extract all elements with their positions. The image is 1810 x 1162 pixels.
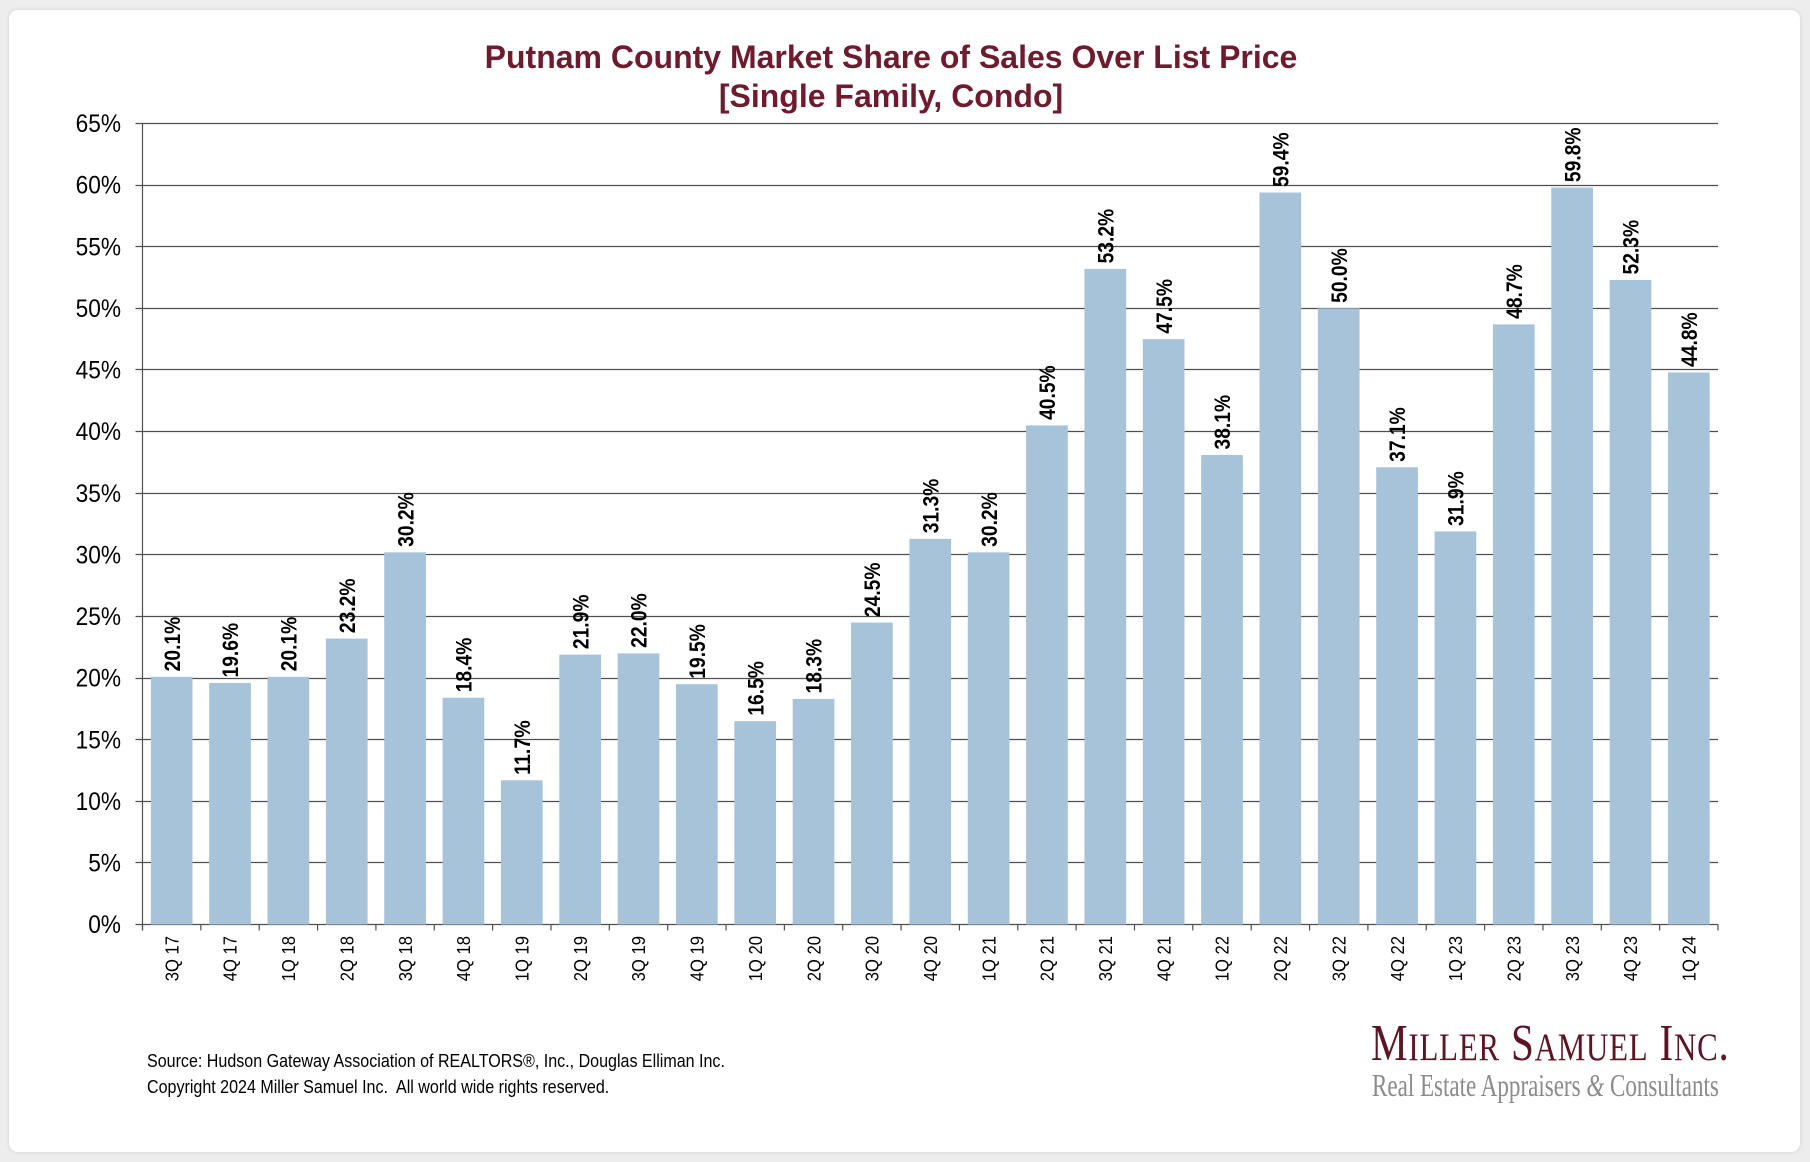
svg-text:10%: 10% bbox=[76, 788, 121, 816]
svg-text:35%: 35% bbox=[76, 480, 121, 508]
svg-text:1Q 22: 1Q 22 bbox=[1213, 936, 1233, 981]
svg-text:55%: 55% bbox=[76, 233, 121, 261]
svg-text:31.3%: 31.3% bbox=[918, 479, 943, 534]
svg-text:30.2%: 30.2% bbox=[977, 492, 1002, 547]
svg-text:1Q 24: 1Q 24 bbox=[1680, 936, 1700, 981]
svg-text:48.7%: 48.7% bbox=[1502, 264, 1527, 319]
svg-text:3Q 18: 3Q 18 bbox=[396, 936, 416, 981]
svg-text:18.3%: 18.3% bbox=[802, 639, 827, 694]
svg-text:22.0%: 22.0% bbox=[627, 593, 652, 648]
svg-text:2Q 20: 2Q 20 bbox=[804, 936, 824, 981]
svg-text:4Q 19: 4Q 19 bbox=[688, 936, 708, 981]
svg-text:21.9%: 21.9% bbox=[568, 595, 593, 650]
svg-text:1Q 18: 1Q 18 bbox=[279, 936, 299, 981]
svg-text:37.1%: 37.1% bbox=[1385, 407, 1410, 462]
svg-text:3Q 20: 3Q 20 bbox=[863, 936, 883, 981]
svg-text:47.5%: 47.5% bbox=[1152, 279, 1177, 334]
svg-text:1Q 21: 1Q 21 bbox=[979, 936, 999, 981]
svg-text:1Q 20: 1Q 20 bbox=[746, 936, 766, 981]
svg-text:4Q 18: 4Q 18 bbox=[454, 936, 474, 981]
svg-text:4Q 21: 4Q 21 bbox=[1154, 936, 1174, 981]
svg-text:4Q 22: 4Q 22 bbox=[1388, 936, 1408, 981]
svg-text:5%: 5% bbox=[88, 849, 121, 877]
svg-text:4Q 23: 4Q 23 bbox=[1621, 936, 1641, 981]
svg-text:65%: 65% bbox=[76, 110, 121, 138]
svg-text:30%: 30% bbox=[76, 541, 121, 569]
svg-text:4Q 17: 4Q 17 bbox=[221, 936, 241, 981]
svg-text:30.2%: 30.2% bbox=[393, 492, 418, 547]
svg-text:11.7%: 11.7% bbox=[510, 720, 535, 775]
svg-text:25%: 25% bbox=[76, 603, 121, 631]
svg-text:20.1%: 20.1% bbox=[160, 617, 185, 672]
svg-text:2Q 22: 2Q 22 bbox=[1271, 936, 1291, 981]
svg-text:3Q 23: 3Q 23 bbox=[1563, 936, 1583, 981]
svg-text:60%: 60% bbox=[76, 172, 121, 200]
svg-text:52.3%: 52.3% bbox=[1619, 220, 1644, 275]
svg-text:18.4%: 18.4% bbox=[452, 638, 477, 693]
svg-text:23.2%: 23.2% bbox=[335, 579, 360, 634]
svg-text:59.4%: 59.4% bbox=[1269, 132, 1294, 187]
svg-text:19.6%: 19.6% bbox=[218, 623, 243, 678]
svg-text:53.2%: 53.2% bbox=[1094, 209, 1119, 264]
svg-text:3Q 17: 3Q 17 bbox=[162, 936, 182, 981]
svg-text:19.5%: 19.5% bbox=[685, 624, 710, 679]
svg-text:45%: 45% bbox=[76, 357, 121, 385]
svg-text:31.9%: 31.9% bbox=[1444, 471, 1469, 526]
svg-text:1Q 19: 1Q 19 bbox=[512, 936, 532, 981]
svg-text:0%: 0% bbox=[88, 911, 121, 939]
svg-text:16.5%: 16.5% bbox=[743, 661, 768, 716]
svg-text:50.0%: 50.0% bbox=[1327, 248, 1352, 303]
svg-text:20.1%: 20.1% bbox=[277, 617, 302, 672]
svg-text:44.8%: 44.8% bbox=[1677, 312, 1702, 367]
svg-text:40%: 40% bbox=[76, 418, 121, 446]
svg-text:2Q 18: 2Q 18 bbox=[337, 936, 357, 981]
svg-text:3Q 21: 3Q 21 bbox=[1096, 936, 1116, 981]
svg-text:3Q 19: 3Q 19 bbox=[629, 936, 649, 981]
svg-text:1Q 23: 1Q 23 bbox=[1446, 936, 1466, 981]
svg-text:24.5%: 24.5% bbox=[860, 562, 885, 617]
svg-text:3Q 22: 3Q 22 bbox=[1329, 936, 1349, 981]
svg-text:2Q 21: 2Q 21 bbox=[1038, 936, 1058, 981]
svg-text:2Q 19: 2Q 19 bbox=[571, 936, 591, 981]
svg-text:2Q 23: 2Q 23 bbox=[1504, 936, 1524, 981]
svg-text:59.8%: 59.8% bbox=[1560, 127, 1585, 182]
svg-text:38.1%: 38.1% bbox=[1210, 395, 1235, 450]
svg-text:50%: 50% bbox=[76, 295, 121, 323]
svg-text:15%: 15% bbox=[76, 726, 121, 754]
svg-text:20%: 20% bbox=[76, 665, 121, 693]
svg-text:40.5%: 40.5% bbox=[1035, 365, 1060, 420]
svg-text:4Q 20: 4Q 20 bbox=[921, 936, 941, 981]
